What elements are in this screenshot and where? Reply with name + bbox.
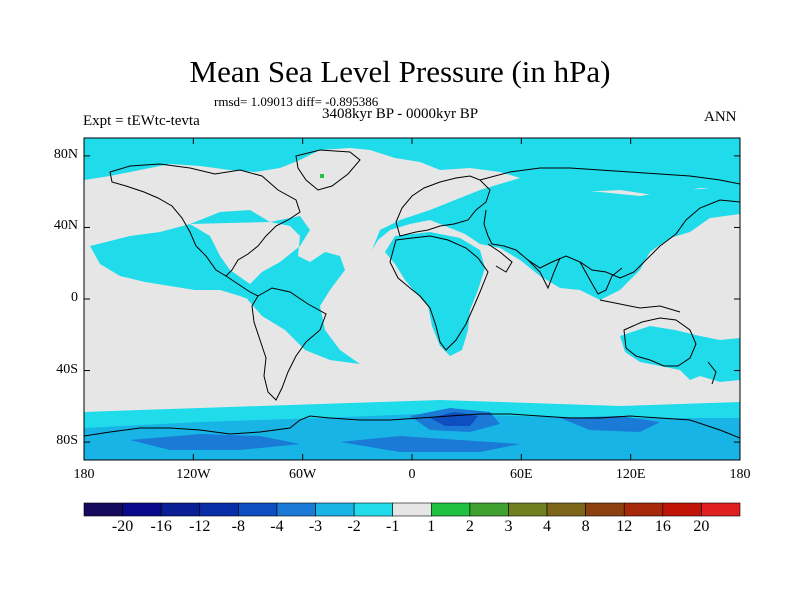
colorbar-label: 12 xyxy=(616,518,633,535)
colorbar-label: -3 xyxy=(308,518,323,535)
stats-line: rmsd= 1.09013 diff= -0.895386 xyxy=(214,94,379,109)
colorbar-label: -16 xyxy=(150,518,172,535)
colorbar-swatch xyxy=(701,502,741,517)
colorbar-swatch xyxy=(315,502,355,517)
anomaly-region-asia xyxy=(372,178,740,300)
colorbar-swatch xyxy=(276,502,316,517)
coastline-europe xyxy=(395,175,491,237)
colorbar-label: 16 xyxy=(654,518,671,535)
colorbar-label: -2 xyxy=(347,518,361,535)
coastline-southeast-asia xyxy=(579,261,681,313)
colorbar-swatch xyxy=(430,502,471,517)
coastlines xyxy=(84,149,740,439)
colorbar-swatch xyxy=(199,502,239,517)
lon-label: 180 xyxy=(729,467,751,482)
coastline-central-america xyxy=(225,275,259,297)
colorbar-label: -12 xyxy=(189,518,211,535)
anomaly-region-pacific-east xyxy=(90,224,250,300)
anomaly-region-africa xyxy=(385,232,485,356)
colorbar-swatch xyxy=(469,502,509,517)
colorbar-swatch xyxy=(122,502,162,517)
anomaly-region-antarctic-4 xyxy=(430,412,478,426)
anomaly-region-antarctic-3d xyxy=(340,436,520,452)
colorbar-swatch xyxy=(83,502,123,517)
lon-label: 120W xyxy=(176,467,211,482)
colorbar-swatch xyxy=(508,502,548,517)
colorbar-label: -1 xyxy=(386,518,400,535)
colorbar-label: 4 xyxy=(543,518,552,535)
anomaly-region-australia xyxy=(620,326,740,382)
colorbar-swatch xyxy=(623,502,664,517)
coastline-arabia-india xyxy=(487,243,561,290)
coastline-north-america xyxy=(109,163,301,277)
coastline-south-america xyxy=(251,287,327,401)
anomaly-positive-spot xyxy=(320,174,324,178)
lon-label: 180 xyxy=(73,467,95,482)
colorbar-swatch xyxy=(662,502,702,517)
coastline-new-zealand xyxy=(707,361,717,385)
axis-ticks xyxy=(83,138,741,460)
anomaly-region-antarctic-3 xyxy=(130,434,300,450)
colorbar-label: 8 xyxy=(581,518,590,535)
colorbar-label: 20 xyxy=(693,518,710,535)
lat-label: 0 xyxy=(71,290,78,305)
colorbar-label: 1 xyxy=(427,518,436,535)
coastline-africa xyxy=(389,235,489,351)
colorbar-label: 2 xyxy=(465,518,474,535)
colorbar-swatch xyxy=(353,502,394,517)
colorbar-label: -8 xyxy=(231,518,245,535)
coastline-greenland xyxy=(295,149,361,191)
colorbar-label: 3 xyxy=(504,518,513,535)
coastline-asia xyxy=(479,167,740,279)
season-label: ANN xyxy=(704,109,737,125)
lat-label: 40S xyxy=(56,361,78,377)
lon-label: 0 xyxy=(408,467,416,482)
coastline-antarctica xyxy=(84,413,740,439)
lon-label: 60W xyxy=(289,467,317,482)
period-label: 3408kyr BP - 0000kyr BP xyxy=(322,106,479,122)
colorbar-swatch xyxy=(392,502,432,517)
anomaly-region-antarctic-3c xyxy=(560,416,660,432)
coastline-australia xyxy=(623,317,697,367)
lat-label: 80N xyxy=(53,146,78,162)
colorbar-label: -20 xyxy=(111,518,134,535)
lon-label: 120E xyxy=(615,467,646,482)
anomaly-region-arctic xyxy=(84,138,740,196)
figure-title: Mean Sea Level Pressure (in hPa) xyxy=(189,54,611,89)
colorbar-label: -4 xyxy=(270,518,284,535)
lat-label: 80S xyxy=(56,433,78,449)
lon-label: 60E xyxy=(510,467,533,482)
colorbar-swatch xyxy=(160,502,201,517)
colorbar-swatch xyxy=(546,502,586,517)
colorbar-swatch xyxy=(238,502,278,517)
colorbar xyxy=(83,502,741,517)
colorbar-swatch xyxy=(585,502,625,517)
anomaly-region-atlantic xyxy=(190,210,360,364)
lat-label: 40N xyxy=(53,218,78,234)
experiment-label: Expt = tEWtc-tevta xyxy=(83,113,200,129)
